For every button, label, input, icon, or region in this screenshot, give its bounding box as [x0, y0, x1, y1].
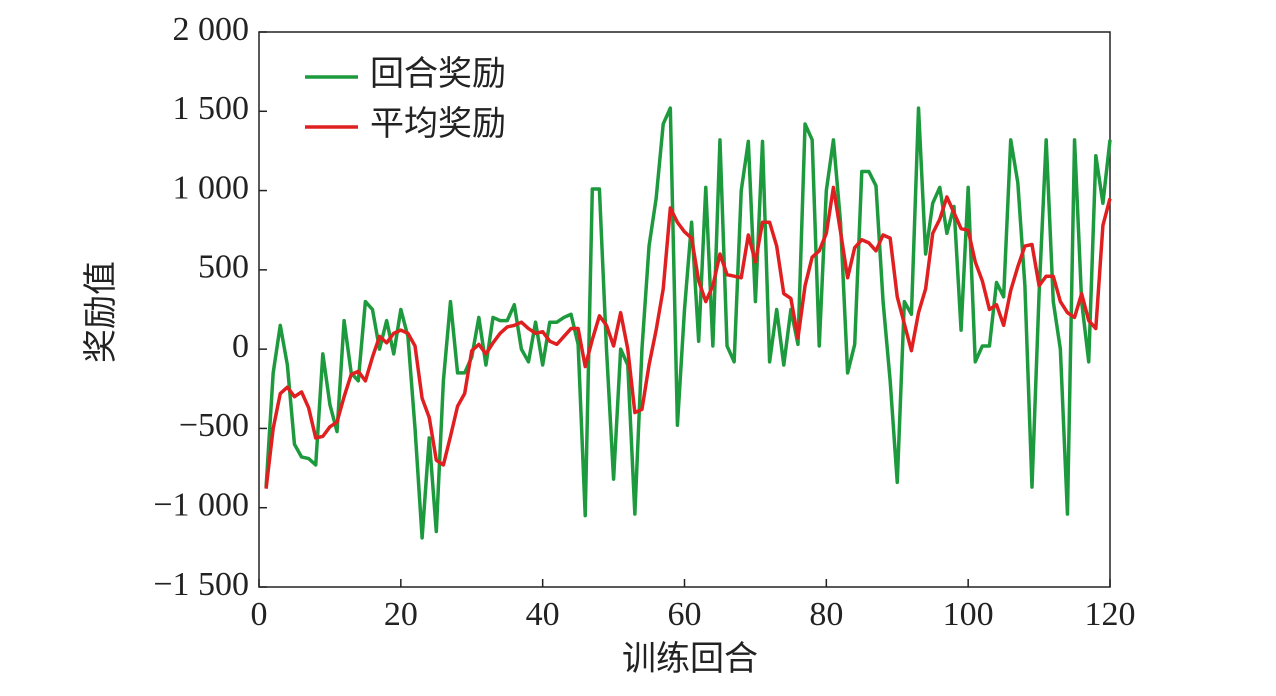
y-tick-label: 0 [232, 328, 249, 365]
y-tick-label: 500 [198, 249, 249, 286]
x-tick-label: 60 [668, 596, 702, 633]
x-tick-label: 20 [384, 596, 418, 633]
x-tick-label: 120 [1085, 596, 1136, 633]
x-tick-label: 0 [251, 596, 268, 633]
legend-label: 回合奖励 [370, 55, 506, 93]
y-tick-label: −1 500 [153, 566, 249, 603]
y-tick-label: −1 000 [153, 487, 249, 524]
x-tick-label: 80 [809, 596, 843, 633]
y-tick-label: 1 500 [173, 90, 250, 127]
y-tick-label: −500 [179, 407, 249, 444]
x-axis-label: 训练回合 [622, 640, 758, 678]
y-tick-label: 1 000 [173, 169, 250, 206]
legend-label: 平均奖励 [370, 105, 506, 143]
x-tick-label: 100 [943, 596, 994, 633]
y-tick-label: 2 000 [173, 11, 250, 48]
y-axis-label: 奖励值 [82, 261, 120, 363]
series-line [264, 106, 1112, 540]
plot-frame [258, 31, 1111, 588]
series-line [264, 185, 1112, 489]
x-tick-label: 40 [526, 596, 560, 633]
